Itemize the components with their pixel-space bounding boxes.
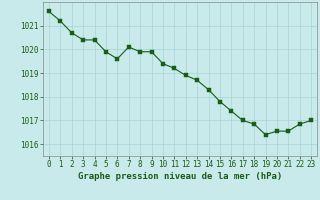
X-axis label: Graphe pression niveau de la mer (hPa): Graphe pression niveau de la mer (hPa): [78, 172, 282, 181]
